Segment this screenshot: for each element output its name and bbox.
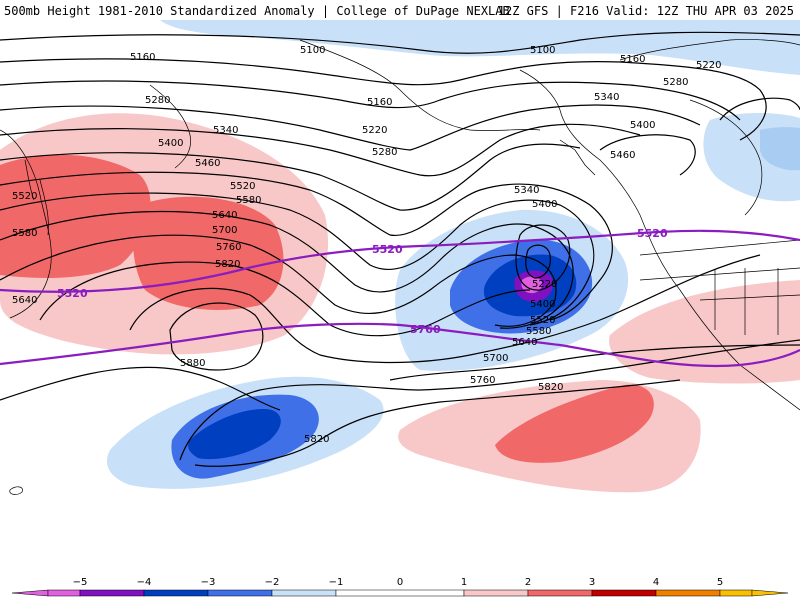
contour-label: 5280 bbox=[145, 95, 170, 106]
contour-label: 5760 bbox=[470, 375, 495, 386]
contour-label: 5820 bbox=[304, 434, 329, 445]
contour-label: 5220 bbox=[696, 60, 721, 71]
colorbar-tick: 0 bbox=[397, 577, 403, 588]
contour-label: 5760 bbox=[216, 242, 241, 253]
contour-label: 5340 bbox=[213, 125, 238, 136]
colorbar-tick: 5 bbox=[717, 577, 723, 588]
contour-label: 5640 bbox=[512, 337, 537, 348]
reference-contour-label: 5520 bbox=[637, 227, 668, 240]
anomaly-map: 5100 5100 5160 5160 5160 5220 5220 5280 … bbox=[0, 20, 800, 572]
contour-label: 5280 bbox=[372, 147, 397, 158]
contour-label: 5460 bbox=[610, 150, 635, 161]
contour-label: 5400 bbox=[530, 299, 555, 310]
colorbar-graphic: −5 −4 −3 −2 −1 0 1 2 3 4 5 bbox=[11, 577, 789, 597]
reference-contour-label: 5520 bbox=[57, 287, 88, 300]
contour-label: 5400 bbox=[158, 138, 183, 149]
contour-label: 5880 bbox=[180, 358, 205, 369]
colorbar-tick: 1 bbox=[461, 577, 467, 588]
contour-label: 5460 bbox=[195, 158, 220, 169]
contour-label: 5400 bbox=[532, 199, 557, 210]
contour-label: 5580 bbox=[12, 228, 37, 239]
colorbar-tick: −2 bbox=[265, 577, 280, 588]
model-run-info: 12Z GFS | F216 Valid: 12Z THU APR 03 202… bbox=[497, 4, 794, 18]
colorbar-tick: 3 bbox=[589, 577, 595, 588]
contour-label: 5220 bbox=[362, 125, 387, 136]
colorbar-tick: −5 bbox=[73, 577, 88, 588]
contour-label: 5700 bbox=[483, 353, 508, 364]
contour-label: 5100 bbox=[300, 45, 325, 56]
contour-label: 5640 bbox=[212, 210, 237, 221]
contour-label: 5160 bbox=[620, 54, 645, 65]
contour-label: 5400 bbox=[630, 120, 655, 131]
contour-label: 5160 bbox=[130, 52, 155, 63]
contour-label: 5700 bbox=[212, 225, 237, 236]
contour-label: 5280 bbox=[663, 77, 688, 88]
colorbar-tick: −4 bbox=[137, 577, 152, 588]
colorbar: −5 −4 −3 −2 −1 0 1 2 3 4 5 bbox=[0, 572, 800, 600]
coastlines bbox=[0, 39, 800, 495]
contour-label: 5100 bbox=[530, 45, 555, 56]
colorbar-swatches bbox=[11, 589, 789, 597]
contour-label: 5520 bbox=[230, 181, 255, 192]
colorbar-tick: 2 bbox=[525, 577, 531, 588]
contour-label: 5340 bbox=[594, 92, 619, 103]
contour-label: 5820 bbox=[215, 259, 240, 270]
reference-contours bbox=[0, 229, 800, 368]
header: 500mb Height 1981-2010 Standardized Anom… bbox=[0, 0, 800, 20]
contour-label: 5640 bbox=[12, 295, 37, 306]
colorbar-ticks: −5 −4 −3 −2 −1 0 1 2 3 4 5 bbox=[73, 577, 724, 588]
colorbar-tick: 4 bbox=[653, 577, 659, 588]
contour-label: 5580 bbox=[236, 195, 261, 206]
height-contours bbox=[0, 31, 800, 467]
contour-label: 5520 bbox=[530, 315, 555, 326]
contour-label: 5520 bbox=[12, 191, 37, 202]
colorbar-tick: −3 bbox=[201, 577, 216, 588]
reference-contour-label: 5520 bbox=[372, 243, 403, 256]
contour-label: 5340 bbox=[514, 185, 539, 196]
contour-label: 5160 bbox=[367, 97, 392, 108]
reference-contour-label: 5760 bbox=[410, 323, 441, 336]
map-title: 500mb Height 1981-2010 Standardized Anom… bbox=[4, 4, 510, 18]
colorbar-tick: −1 bbox=[329, 577, 344, 588]
contour-label: 5220 bbox=[532, 279, 557, 290]
contour-label: 5820 bbox=[538, 382, 563, 393]
contour-labels: 5100 5100 5160 5160 5160 5220 5220 5280 … bbox=[12, 45, 721, 445]
contour-label: 5580 bbox=[526, 326, 551, 337]
